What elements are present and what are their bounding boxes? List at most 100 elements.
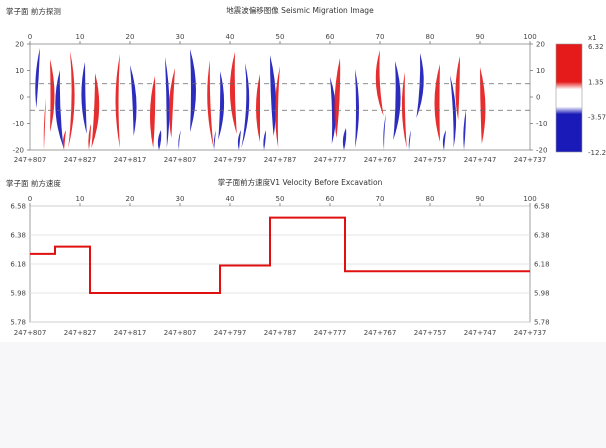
reflector-band — [157, 130, 162, 150]
y-tick-label: 10 — [15, 67, 24, 75]
reflector-band — [62, 130, 66, 150]
panel-1-plot-area — [29, 43, 531, 151]
reflector-band — [229, 52, 237, 134]
reflector-band — [237, 130, 241, 150]
station-label: 247+737 — [514, 329, 547, 337]
station-label: 247+747 — [464, 329, 497, 337]
reflector-band — [165, 57, 170, 148]
x-tick-label: 100 — [523, 33, 536, 41]
reflector-band — [178, 130, 181, 150]
station-label: 247+777 — [314, 156, 347, 164]
reflector-band — [218, 71, 225, 140]
colorbar-label: 1.35 — [588, 78, 604, 86]
reflector-band — [55, 70, 64, 148]
station-label: 247+797 — [214, 329, 247, 337]
x-tick-label: 50 — [276, 195, 285, 203]
reflector-band — [442, 130, 446, 150]
x-tick-label: 20 — [126, 33, 135, 41]
right-y-tick-label: 6.38 — [534, 232, 550, 240]
y-tick-label: -20 — [13, 147, 24, 155]
station-label: 247+807 — [14, 156, 47, 164]
panel-1-reflectors — [35, 48, 486, 150]
reflector-band — [408, 130, 411, 150]
station-label: 247+747 — [464, 156, 497, 164]
reflector-band — [241, 63, 250, 148]
station-label: 247+737 — [514, 156, 547, 164]
panel-1-label: 掌子面 前方探测 — [6, 6, 61, 16]
reflector-band — [35, 48, 40, 108]
right-y-tick-label: 0 — [536, 94, 540, 102]
reflector-band — [393, 61, 401, 140]
reflector-band — [416, 53, 424, 118]
reflector-band — [190, 49, 196, 132]
x-tick-label: 80 — [426, 33, 435, 41]
x-tick-label: 60 — [326, 33, 335, 41]
station-label: 247+797 — [214, 156, 247, 164]
x-tick-label: 40 — [226, 195, 235, 203]
x-tick-label: 70 — [376, 33, 385, 41]
right-y-tick-label: -20 — [536, 147, 547, 155]
y-tick-label: 6.18 — [10, 261, 26, 269]
y-tick-label: 0 — [20, 94, 24, 102]
reflector-band — [263, 130, 266, 150]
station-label: 247+827 — [64, 329, 97, 337]
reflector-band — [463, 110, 466, 150]
reflector-band — [342, 128, 347, 150]
station-label: 247+807 — [164, 156, 197, 164]
panel-2-title: 掌子面前方速度V1 Velocity Before Excavation — [218, 177, 383, 187]
x-tick-label: 80 — [426, 195, 435, 203]
reflector-band — [480, 67, 486, 144]
x-tick-label: 0 — [28, 195, 32, 203]
x-tick-label: 20 — [126, 195, 135, 203]
reflector-band — [355, 69, 359, 148]
x-tick-label: 30 — [176, 33, 185, 41]
x-tick-label: 100 — [523, 195, 536, 203]
right-y-tick-label: 20 — [536, 41, 545, 49]
station-label: 247+757 — [414, 329, 447, 337]
reflector-band — [375, 50, 384, 116]
x-tick-label: 30 — [176, 195, 185, 203]
reflector-band — [50, 59, 55, 132]
colorbar-label: 6.32 — [588, 43, 604, 51]
x-tick-label: 60 — [326, 195, 335, 203]
x-tick-label: 90 — [476, 33, 485, 41]
station-label: 247+767 — [364, 329, 397, 337]
reflector-band — [88, 124, 91, 150]
y-tick-label: 6.58 — [10, 203, 26, 211]
reflector-band — [150, 76, 156, 148]
y-tick-label: 5.98 — [10, 290, 26, 298]
reflector-band — [401, 72, 407, 148]
panel-2-label: 掌子面 前方速度 — [6, 178, 61, 188]
colorbar — [555, 43, 583, 153]
right-y-tick-label: 5.78 — [534, 319, 550, 327]
y-tick-label: -10 — [13, 120, 24, 128]
reflector-band — [130, 65, 137, 136]
reflector-band — [330, 77, 336, 144]
reflector-band — [115, 54, 120, 148]
reflector-band — [81, 62, 87, 134]
right-y-tick-label: 6.58 — [534, 203, 550, 211]
reflector-band — [270, 55, 277, 136]
station-label: 247+817 — [114, 329, 147, 337]
velocity-line — [30, 216, 530, 294]
station-label: 247+787 — [264, 156, 297, 164]
x-tick-label: 0 — [28, 33, 32, 41]
y-tick-label: 20 — [15, 41, 24, 49]
reflector-band — [168, 68, 175, 138]
station-label: 247+807 — [14, 329, 47, 337]
x-tick-label: 90 — [476, 195, 485, 203]
colorbar-label: -12.2 — [588, 149, 606, 157]
reflector-band — [68, 51, 75, 148]
right-y-tick-label: 5.98 — [534, 290, 550, 298]
reflector-band — [213, 130, 216, 150]
right-y-tick-label: -10 — [536, 120, 547, 128]
reflector-band — [383, 114, 386, 150]
x-tick-label: 70 — [376, 195, 385, 203]
colorbar-title: x1 — [588, 34, 597, 42]
right-y-tick-label: 10 — [536, 67, 545, 75]
colorbar-label: -3.57 — [588, 114, 606, 122]
x-tick-label: 10 — [76, 33, 85, 41]
panel-3-background — [0, 342, 606, 448]
